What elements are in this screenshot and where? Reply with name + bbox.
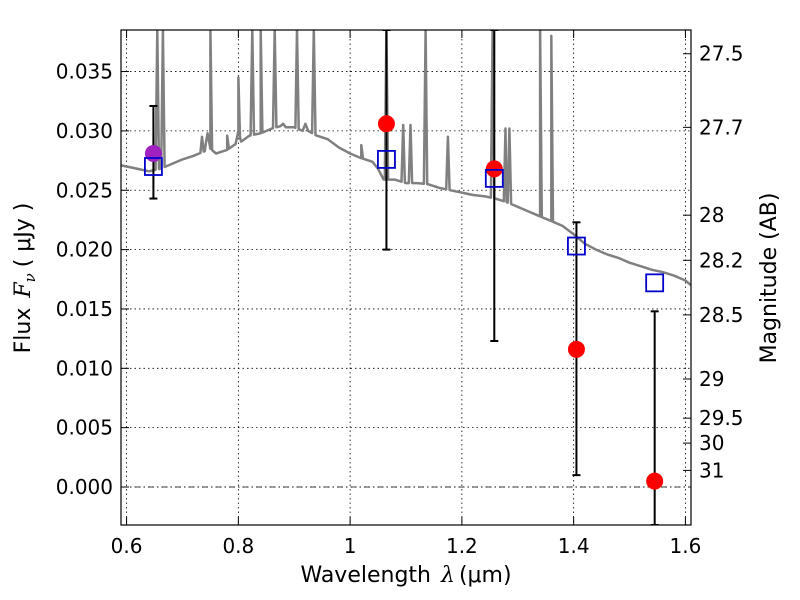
data-points — [144, 115, 665, 490]
y-axis-subscript: ν — [21, 273, 39, 282]
model-flux-square — [484, 168, 504, 188]
magnitude-tick-label: 29.5 — [699, 406, 744, 430]
x-axis-unit: (μm) — [459, 563, 512, 588]
magnitude-tick-label: 28 — [699, 203, 724, 227]
model-flux-square — [144, 157, 163, 176]
x-tick-label: 0.8 — [222, 534, 254, 558]
magnitude-tick-label: 27.7 — [699, 115, 744, 139]
observed-flux-point — [567, 340, 585, 358]
magnitude-tick-label: 31 — [699, 458, 724, 482]
spectrum-line — [121, 30, 691, 287]
y-axis-symbol: F — [11, 282, 36, 299]
magnitude-tick-label: 27.5 — [699, 42, 744, 66]
x-axis-label-text: Wavelength — [300, 563, 431, 588]
y-axis-unit: ( μJy ) — [11, 203, 36, 268]
y-tick-label: 0.000 — [56, 475, 113, 499]
x-axis-symbol: λ — [440, 563, 455, 588]
plot-frame — [120, 29, 692, 526]
magnitude-tick-label: 28.5 — [699, 303, 744, 327]
error-bars — [149, 30, 659, 525]
y-tick-label: 0.035 — [56, 60, 113, 84]
x-axis-label: Wavelength λ (μm) — [300, 563, 511, 588]
y-tick-label: 0.025 — [56, 178, 113, 202]
magnitude-axis-label: Magnitude (AB) — [757, 193, 782, 364]
observed-flux-point — [144, 144, 162, 162]
y-tick-label: 0.030 — [56, 119, 113, 143]
x-tick-label: 1.2 — [446, 534, 478, 558]
model-spectrum — [121, 30, 691, 287]
y-tick-label: 0.005 — [56, 416, 113, 440]
x-tick-label: 0.6 — [111, 534, 143, 558]
x-tick-label: 1.4 — [558, 534, 590, 558]
y-tick-label: 0.015 — [56, 297, 113, 321]
observed-flux-point — [485, 160, 503, 178]
observed-flux-point — [646, 472, 664, 490]
model-flux-square — [567, 236, 586, 256]
x-tick-label: 1.6 — [670, 534, 702, 558]
grid-lines — [121, 30, 691, 525]
y-axis-label: Flux Fν ( μJy ) — [11, 203, 39, 354]
y-tick-label: 0.010 — [56, 356, 113, 380]
x-axis-ticks: 0.6 0.8 1 1.2 1.4 1.6 — [111, 30, 702, 558]
y-tick-label: 0.020 — [56, 238, 113, 262]
model-flux-square — [645, 273, 665, 293]
y-axis-ticks: 0.000 0.005 0.010 0.015 0.020 0.025 0.030 0.035 — [56, 60, 129, 499]
observed-flux-point — [377, 115, 395, 133]
magnitude-tick-label: 29 — [699, 367, 724, 391]
magnitude-axis-ticks: 27.5 27.7 28 28.2 28.5 29 29.530 31 — [683, 42, 744, 482]
model-flux-square — [377, 149, 396, 169]
magnitude-tick-label: 28.2 — [699, 248, 744, 272]
y-axis-label-text: Flux — [11, 308, 36, 354]
x-tick-label: 1 — [344, 534, 357, 558]
magnitude-tick-label: 30 — [699, 431, 724, 455]
